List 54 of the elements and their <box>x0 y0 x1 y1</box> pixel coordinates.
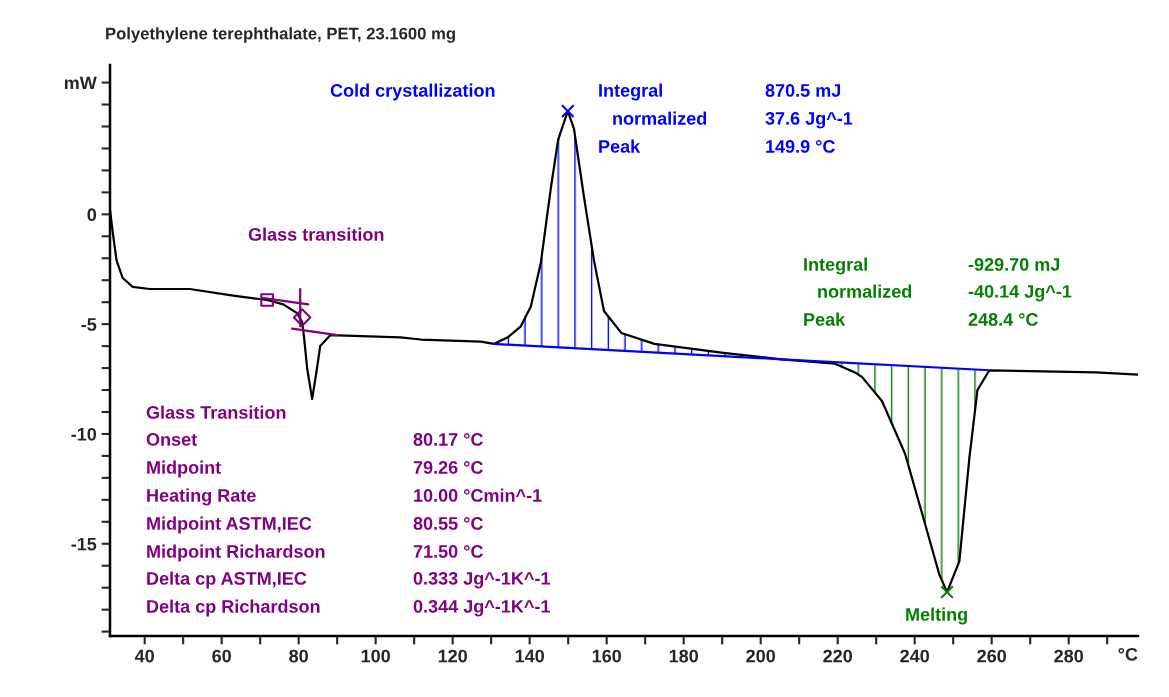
x-tick-label: 40 <box>134 649 154 663</box>
x-tick-label: 280 <box>1054 649 1084 663</box>
annotation: 10.00 °Cmin^-1 <box>414 488 542 502</box>
annotation: 79.26 °C <box>413 461 483 474</box>
point <box>292 308 312 327</box>
x-tick-label: 60 <box>212 649 231 663</box>
annotation: 80.17 °C <box>413 433 483 446</box>
annotation: Midpoint <box>147 460 221 478</box>
annotation: 248.4 °C <box>968 313 1038 326</box>
annotation: Integral <box>804 257 867 275</box>
y-tick-label: -5 <box>81 318 97 331</box>
annotation: normalized <box>613 111 707 125</box>
x-tick-label: 220 <box>823 649 853 663</box>
chart-title: Polyethylene terephthalate, PET, 23.1600 mg <box>106 27 455 43</box>
annotation: -40.14 Jg^-1 <box>968 284 1072 302</box>
annotation: 71.50 °C <box>413 545 483 558</box>
annotation: Delta cp ASTM,IEC <box>147 571 307 589</box>
annotation: Peak <box>804 312 846 326</box>
x-axis-title: °C <box>1118 647 1138 661</box>
x-tick-label: 120 <box>438 649 467 663</box>
annotation: Glass Transition <box>146 405 286 419</box>
annotation: Peak <box>599 139 641 153</box>
point <box>260 293 274 307</box>
annotation: Cold crystallization <box>330 83 495 101</box>
x-tick-label: 80 <box>289 649 308 663</box>
x-tick-label: 160 <box>592 649 621 663</box>
x-tick-label: 240 <box>900 649 930 663</box>
x-tick-label: 180 <box>669 649 698 663</box>
x-tick-label: 100 <box>361 649 390 663</box>
y-tick-label: -10 <box>71 427 97 441</box>
annotation: normalized <box>818 284 912 298</box>
annotation: 870.5 mJ <box>765 84 841 97</box>
annotation: 0.344 Jg^-1K^-1 <box>413 599 550 617</box>
x-tick-label: 260 <box>977 649 1007 663</box>
x-tick-label: 140 <box>515 649 544 663</box>
y-tick-label: 0 <box>87 208 97 222</box>
point <box>560 104 575 118</box>
point <box>940 585 954 599</box>
y-tick-label: mW <box>64 76 97 90</box>
annotation: 37.6 Jg^-1 <box>765 111 853 129</box>
annotation: Midpoint Richardson <box>147 544 325 562</box>
annotation: Melting <box>906 607 967 625</box>
x-tick-label: 200 <box>746 649 776 663</box>
y-tick-label: -15 <box>71 537 97 551</box>
annotation: Delta cp Richardson <box>147 599 320 617</box>
annotation: -929.70 mJ <box>968 258 1060 271</box>
annotation: Onset <box>146 433 197 446</box>
annotation: 0.333 Jg^-1K^-1 <box>413 571 550 589</box>
annotation: 149.9 °C <box>766 140 835 153</box>
annotation: 80.55 °C <box>413 517 483 530</box>
annotation: Glass transition <box>248 227 384 241</box>
annotation: Heating Rate <box>147 488 256 506</box>
annotation: Midpoint ASTM,IEC <box>147 516 312 534</box>
annotation: Integral <box>599 83 662 101</box>
